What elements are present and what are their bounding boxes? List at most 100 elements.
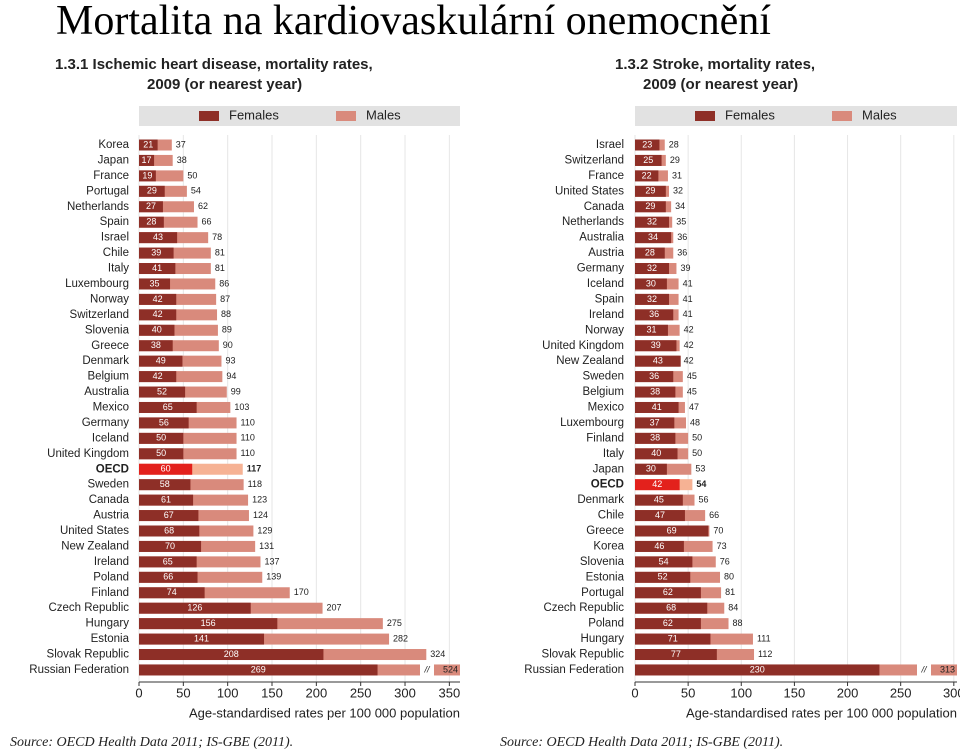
value-label: 36: [649, 371, 659, 381]
category-label: Mexico: [93, 402, 129, 414]
value-label: 29: [670, 155, 680, 165]
value-label: 81: [725, 587, 735, 597]
value-label: 65: [163, 402, 173, 412]
value-label: 27: [146, 201, 156, 211]
bar: [635, 185, 666, 197]
category-label: United Kingdom: [47, 448, 129, 460]
bar: [139, 355, 183, 367]
bar: [139, 587, 290, 599]
slide-title: Mortalita na kardiovaskulární onemocnění: [56, 0, 771, 44]
bar: [635, 448, 678, 460]
plot: [139, 139, 460, 676]
value-label: 31: [672, 170, 682, 180]
value-label: 313: [940, 664, 955, 674]
category-label: Japan: [98, 154, 129, 166]
bar: [139, 247, 211, 259]
value-label: 39: [680, 263, 690, 273]
bar: [635, 463, 667, 475]
value-label: 117: [247, 464, 262, 474]
value-label: 31: [646, 325, 656, 335]
category-label: Spain: [100, 216, 129, 228]
legend-swatch: [199, 111, 219, 121]
category-label: United Kingdom: [542, 340, 624, 352]
category-label: Italy: [108, 263, 129, 275]
bar: [635, 417, 675, 429]
bar: [139, 494, 194, 506]
value-label: 34: [675, 201, 685, 211]
category-label: Slovak Republic: [542, 649, 625, 661]
bar: [139, 154, 173, 166]
bar: [139, 494, 249, 506]
bar: [635, 309, 674, 321]
source: Source: OECD Health Data 2011; IS-GBE (2…: [10, 735, 293, 750]
bar: [139, 386, 186, 398]
category-label: Sweden: [87, 479, 129, 491]
value-label: 38: [650, 386, 660, 396]
category-label: Belgium: [87, 371, 129, 383]
value-label: 86: [219, 278, 229, 288]
category-label: Greece: [91, 340, 129, 352]
source: Source: OECD Health Data 2011; IS-GBE (2…: [500, 735, 783, 750]
x-axis-label: Age-standardised rates per 100 000 popul…: [686, 705, 957, 720]
bar: [635, 263, 670, 275]
legend-label: Females: [229, 107, 279, 122]
value-label: 41: [152, 263, 162, 273]
value-label: 36: [677, 232, 687, 242]
value-label: 45: [687, 386, 697, 396]
legend-label: Females: [725, 107, 775, 122]
category-label: Estonia: [91, 633, 130, 645]
category-label: Russian Federation: [29, 664, 129, 676]
category-label: Canada: [584, 201, 625, 213]
value-label: 524: [443, 664, 458, 674]
bar: [139, 618, 278, 630]
value-label: 65: [163, 556, 173, 566]
category-label: Japan: [593, 463, 624, 475]
bar: [139, 170, 184, 182]
value-label: 23: [642, 139, 652, 149]
bar: [139, 170, 156, 182]
value-label: 40: [651, 448, 661, 458]
category-label: Germany: [577, 263, 625, 275]
value-label: 37: [176, 139, 186, 149]
bar: [139, 571, 263, 583]
category-label: Austria: [93, 510, 129, 522]
value-label: 126: [187, 603, 202, 613]
value-label: 54: [696, 479, 706, 489]
break-gap: [420, 663, 434, 677]
bar: [139, 340, 173, 352]
category-label: Slovenia: [85, 324, 130, 336]
value-label: 50: [156, 448, 166, 458]
bar: [635, 139, 660, 151]
bar: [635, 494, 683, 506]
value-label: 88: [221, 309, 231, 319]
value-label: 42: [652, 479, 662, 489]
value-label: 28: [645, 247, 655, 257]
bar: [139, 587, 205, 599]
bar: [139, 432, 184, 444]
category-label: OECD: [96, 463, 129, 475]
value-label: 56: [159, 417, 169, 427]
bar: [635, 293, 670, 305]
category-label: Netherlands: [562, 216, 624, 228]
bar: [635, 386, 676, 398]
bar: [139, 602, 251, 614]
bar: [139, 216, 198, 228]
category-label: Iceland: [587, 278, 624, 290]
value-label: 141: [194, 633, 209, 643]
category-label: Poland: [588, 618, 624, 630]
category-label: Israel: [101, 232, 129, 244]
value-label: 74: [167, 587, 177, 597]
bar: [139, 293, 217, 305]
value-label: 45: [654, 494, 664, 504]
x-axis-label: Age-standardised rates per 100 000 popul…: [189, 705, 460, 720]
value-label: 77: [671, 649, 681, 659]
bar: [139, 633, 265, 645]
category-label: Iceland: [92, 432, 129, 444]
value-label: 29: [645, 201, 655, 211]
x-tick-label: 200: [305, 685, 327, 700]
bar: [635, 633, 711, 645]
bar: [139, 417, 189, 429]
category-label: Austria: [588, 247, 624, 259]
category-label: United States: [555, 185, 624, 197]
bar: [635, 324, 668, 336]
